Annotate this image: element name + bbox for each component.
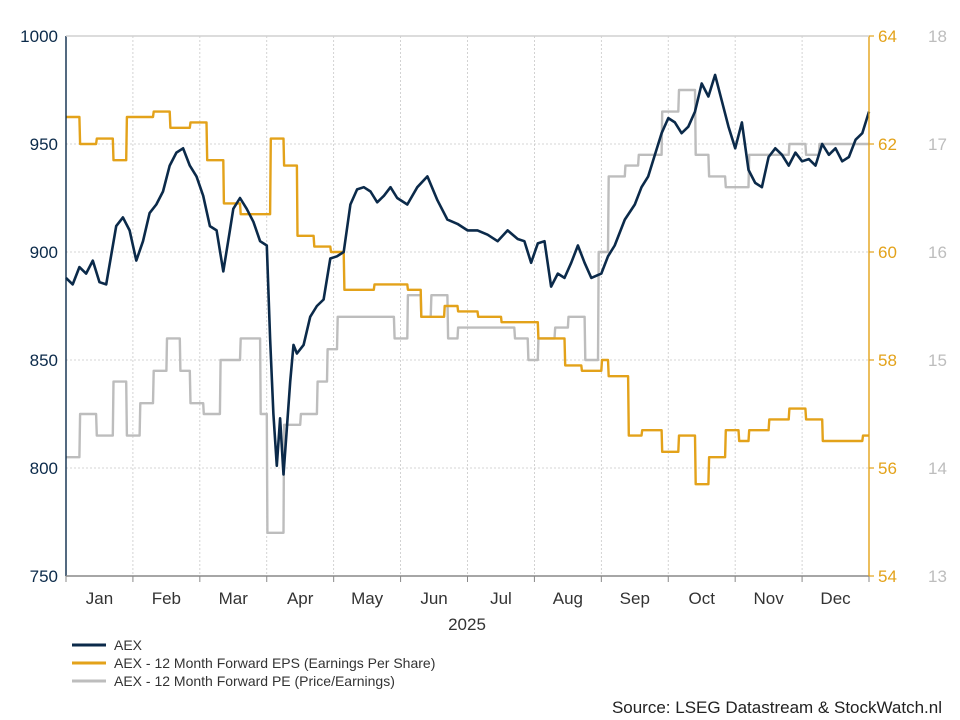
x-tick-label: May [351, 589, 384, 608]
left-tick-label: 850 [30, 351, 58, 370]
legend-item-pe: AEX - 12 Month Forward PE (Price/Earning… [72, 673, 395, 689]
eps-line [66, 110, 869, 486]
legend: AEX AEX - 12 Month Forward EPS (Earnings … [72, 637, 435, 689]
x-tick-label: Jan [86, 589, 113, 608]
x-axis-year-label: 2025 [448, 615, 486, 634]
tick-labels: 750 800 850 900 950 1000 Jan Feb Mar Apr May Jun Jul… [20, 27, 947, 608]
legend-item-eps: AEX - 12 Month Forward EPS (Earnings Per… [72, 655, 435, 671]
x-tick-label: Dec [820, 589, 851, 608]
pe-tick-label: 14 [928, 459, 947, 478]
legend-item-aex: AEX [72, 637, 143, 653]
x-tick-label: Nov [754, 589, 785, 608]
pe-tick-label: 15 [928, 351, 947, 370]
eps-tick-label: 58 [878, 351, 897, 370]
left-tick-label: 1000 [20, 27, 58, 46]
x-tick-label: Jul [490, 589, 512, 608]
legend-label: AEX - 12 Month Forward PE (Price/Earning… [114, 673, 395, 689]
pe-line [66, 88, 869, 534]
grid [66, 35, 869, 577]
eps-tick-label: 64 [878, 27, 897, 46]
pe-tick-label: 13 [928, 567, 947, 586]
x-tick-label: Oct [688, 589, 715, 608]
eps-tick-label: 54 [878, 567, 897, 586]
aex-line [65, 73, 871, 476]
legend-label: AEX [114, 637, 143, 653]
axes [65, 35, 874, 582]
x-tick-label: Aug [553, 589, 583, 608]
x-tick-label: Apr [287, 589, 314, 608]
x-tick-label: Sep [620, 589, 650, 608]
series-lines [65, 73, 871, 534]
pe-tick-label: 17 [928, 135, 947, 154]
x-tick-label: Feb [152, 589, 181, 608]
eps-tick-label: 60 [878, 243, 897, 262]
left-tick-label: 750 [30, 567, 58, 586]
pe-tick-label: 18 [928, 27, 947, 46]
source-note: Source: LSEG Datastream & StockWatch.nl [612, 698, 942, 717]
left-tick-label: 800 [30, 459, 58, 478]
left-tick-label: 950 [30, 135, 58, 154]
legend-label: AEX - 12 Month Forward EPS (Earnings Per… [114, 655, 435, 671]
left-tick-label: 900 [30, 243, 58, 262]
x-tick-label: Mar [219, 589, 249, 608]
pe-tick-label: 16 [928, 243, 947, 262]
eps-tick-label: 56 [878, 459, 897, 478]
eps-tick-label: 62 [878, 135, 897, 154]
x-tick-label: Jun [420, 589, 447, 608]
